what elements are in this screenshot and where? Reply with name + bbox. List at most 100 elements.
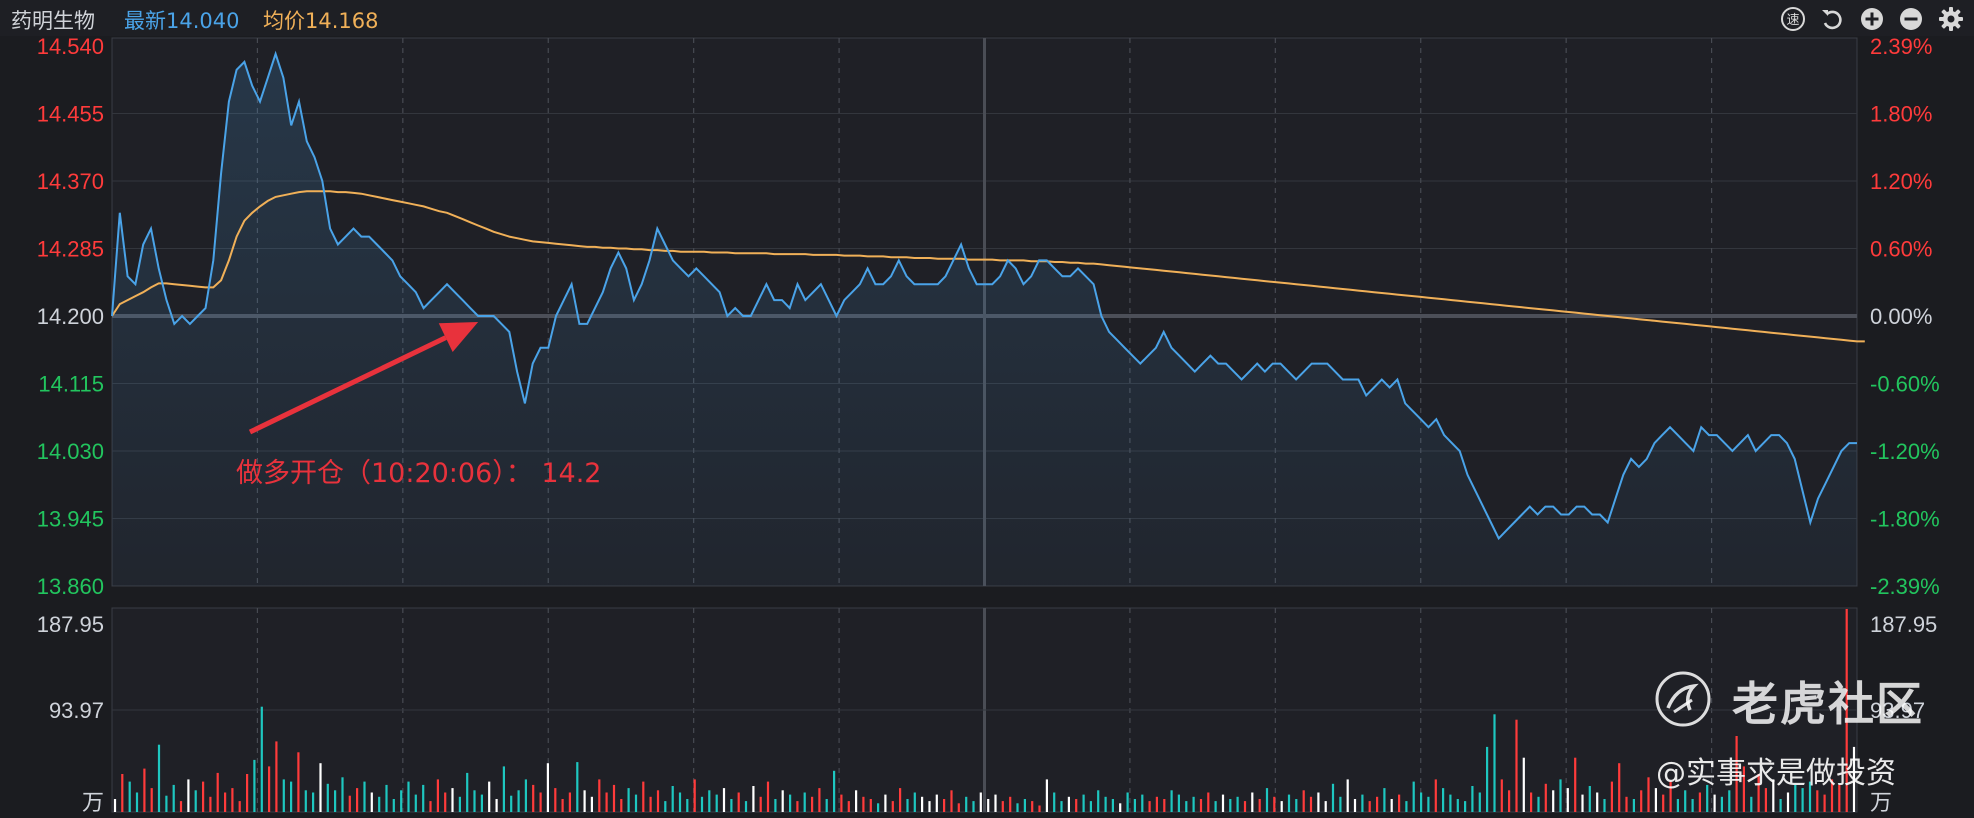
volume-bar (407, 781, 410, 812)
volume-bar (1331, 783, 1335, 812)
volume-bar (744, 801, 748, 812)
volume-bar (1471, 786, 1474, 812)
volume-bar (1816, 790, 1819, 812)
volume-bar (165, 795, 168, 812)
volume-bar (1229, 799, 1232, 812)
volume-bar (1280, 801, 1283, 812)
volume-bar (642, 781, 645, 812)
volume-bar (1089, 801, 1092, 812)
volume-bar (1544, 783, 1547, 812)
volume-bar (1170, 790, 1173, 812)
volume-bar (884, 794, 887, 812)
volume-bar (1163, 799, 1166, 812)
volume-bar (1574, 757, 1577, 812)
annotation-arrow-head (438, 322, 479, 353)
volume-bar (1456, 799, 1459, 812)
price-tick-label: 14.540 (37, 34, 104, 59)
volume-bar (1618, 763, 1621, 812)
volume-bar (253, 759, 256, 812)
watermark-brand: 老虎社区 (1732, 677, 1924, 731)
volume-bar (803, 792, 806, 812)
volume-bar (935, 794, 938, 812)
volume-bar (1808, 781, 1812, 812)
volume-bar (1045, 779, 1048, 812)
percent-tick-label: 0.60% (1870, 237, 1932, 262)
volume-bar (1735, 736, 1738, 812)
volume-bar (1273, 796, 1276, 812)
volume-bar (1177, 794, 1180, 812)
volume-bar (275, 741, 278, 812)
price-tick-label: 14.285 (37, 237, 104, 262)
volume-bar (913, 792, 916, 812)
volume-bar (1119, 803, 1122, 812)
percent-tick-label: 1.80% (1870, 102, 1932, 127)
volume-bar (605, 792, 608, 812)
volume-bar (1530, 792, 1533, 812)
volume-bar (466, 772, 469, 812)
volume-unit-label: 万 (82, 790, 104, 815)
volume-bar (488, 781, 491, 812)
volume-bar (1537, 796, 1540, 812)
volume-bar (737, 792, 740, 812)
volume-bar (480, 794, 483, 812)
percent-tick-label: -1.80% (1870, 507, 1940, 532)
volume-bar (561, 799, 564, 812)
volume-bar (1515, 719, 1518, 812)
volume-bar (598, 779, 601, 812)
volume-bar (1376, 796, 1379, 812)
volume-bar (1478, 792, 1481, 812)
undo-icon[interactable] (1819, 6, 1845, 32)
volume-bar (789, 794, 792, 812)
volume-bar (385, 784, 388, 812)
volume-bar (157, 744, 161, 812)
volume-bar (1794, 784, 1797, 812)
speed-icon-glyph: 速 (1786, 13, 1799, 28)
percent-tick-label: -1.20% (1870, 439, 1940, 464)
percent-tick-label: 0.00% (1870, 304, 1932, 329)
zoom-in-icon[interactable] (1859, 6, 1885, 32)
volume-bar (1368, 801, 1371, 812)
speed-icon[interactable]: 速 (1780, 6, 1806, 32)
volume-bar (172, 784, 175, 812)
volume-bar (246, 774, 249, 812)
percent-tick-label: 1.20% (1870, 169, 1932, 194)
volume-bar (1742, 766, 1745, 812)
volume-bar (1009, 796, 1012, 812)
volume-bar (1845, 609, 1848, 812)
volume-bar (194, 790, 197, 812)
average-price: 均价14.168 (263, 5, 378, 35)
volume-bar (1060, 801, 1063, 812)
volume-bar (1625, 796, 1628, 812)
volume-bar (1632, 799, 1635, 812)
volume-bar (1691, 799, 1694, 812)
volume-bar (1126, 792, 1129, 812)
volume-bar (766, 781, 770, 812)
volume-bar (1023, 799, 1026, 812)
volume-bar (326, 783, 329, 812)
volume-bar (1801, 788, 1804, 812)
volume-bar (1295, 799, 1298, 812)
price-line (111, 50, 1857, 541)
volume-bar (634, 794, 638, 812)
volume-tick-label: 93.97 (1870, 698, 1925, 723)
volume-tick-label: 93.97 (49, 698, 104, 723)
volume-bar (1581, 794, 1584, 812)
volume-bar (473, 790, 476, 812)
volume-bar (1346, 779, 1349, 812)
volume-bar (1750, 796, 1753, 812)
zoom-out-icon[interactable] (1898, 6, 1924, 32)
price-tick-label: 13.860 (37, 574, 104, 599)
volume-bar (1075, 799, 1078, 812)
header-bar: 药明生物 最新14.040 均价14.168 速 (0, 0, 1974, 36)
volume-bar (1199, 799, 1203, 812)
price-tick-label: 14.455 (37, 102, 104, 127)
volume-bar (1251, 792, 1254, 812)
volume-bar (1053, 792, 1056, 812)
volume-bar (1185, 801, 1188, 812)
volume-bar (1398, 794, 1401, 812)
volume-bar (833, 770, 836, 812)
volume-bar (539, 792, 542, 812)
volume-bar (1552, 790, 1555, 812)
gear-icon[interactable] (1938, 6, 1964, 32)
